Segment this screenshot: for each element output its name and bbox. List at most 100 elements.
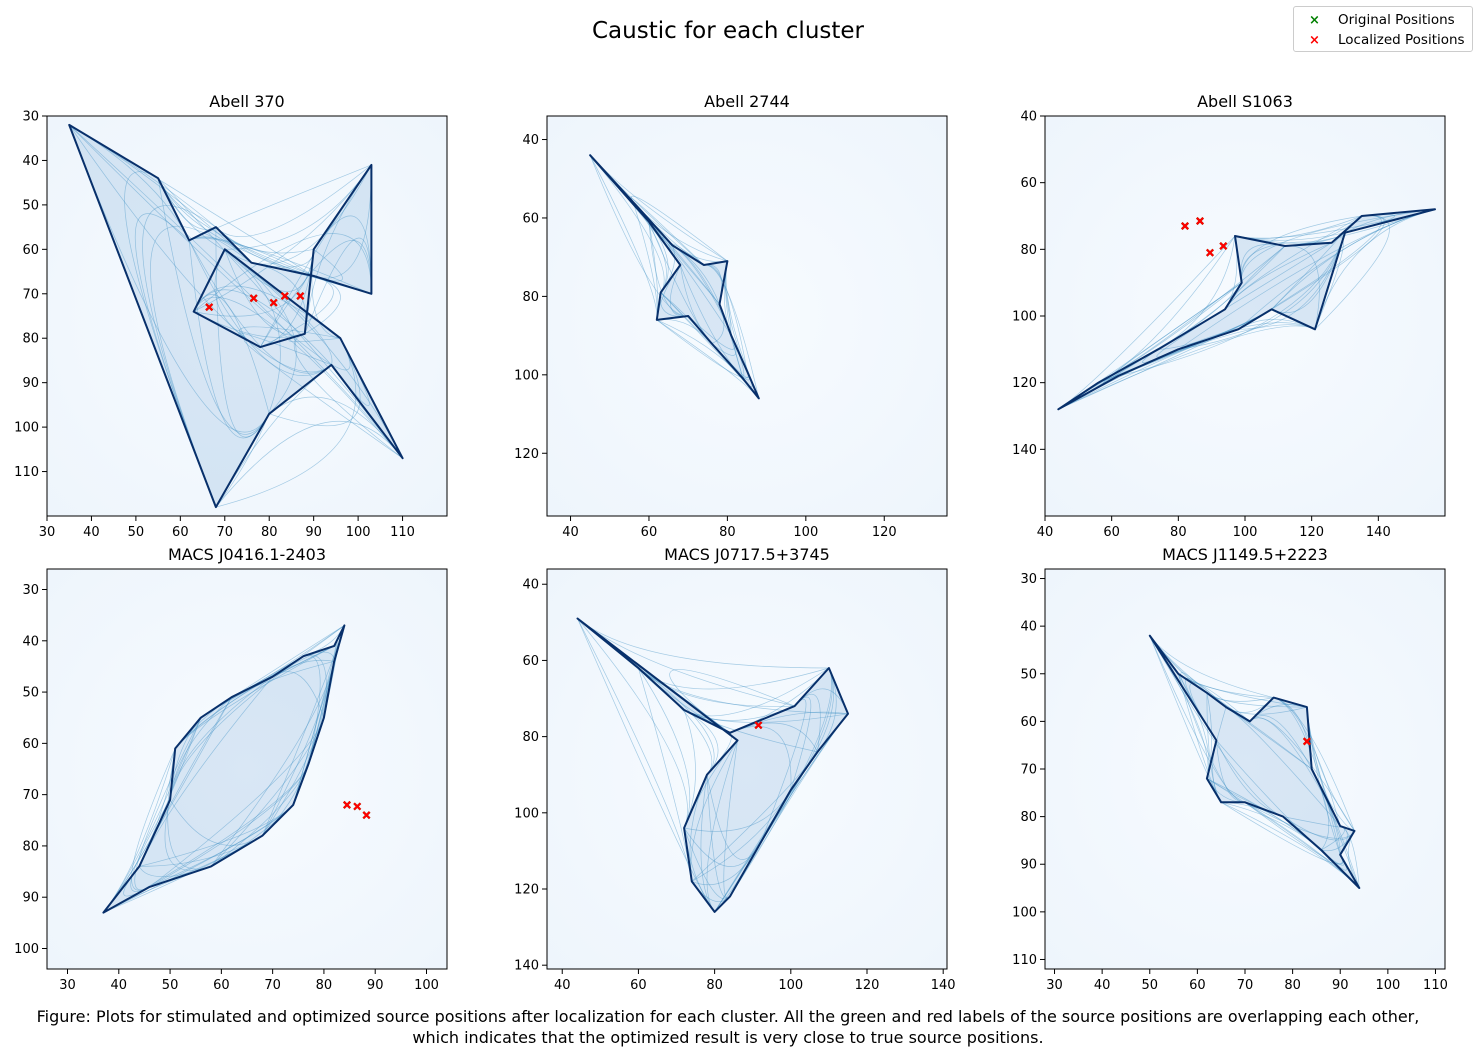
- caustic-strand: [1058, 325, 1316, 410]
- x-tick-label: 40: [1037, 525, 1054, 540]
- subplot-5: MACS J0717.5+3745 40 60 80 100 120 140 40 60 80 10…: [514, 545, 955, 993]
- legend: × Original Positions × Localized Positio…: [1293, 6, 1473, 52]
- caustic-strand: [215, 227, 270, 438]
- caustic-strand: [188, 240, 270, 439]
- x-tick-label: 80: [1284, 978, 1301, 993]
- x-tick-label: 90: [367, 978, 384, 993]
- y-tick-label: 40: [522, 578, 539, 593]
- caustic-strand: [215, 249, 281, 508]
- caustic-strand: [149, 717, 325, 888]
- caustic-fill: [1149, 635, 1360, 888]
- x-tick-label: 30: [39, 525, 56, 540]
- caustic-strand: [167, 748, 212, 870]
- localized-position-marker: [1219, 242, 1228, 250]
- x-tick-label: 30: [59, 978, 76, 993]
- y-tick-label: 60: [22, 737, 39, 752]
- caustic-strand: [169, 676, 273, 800]
- subplot-title: MACS J1149.5+2223: [1162, 545, 1328, 564]
- caustic-outline: [102, 624, 346, 914]
- localized-position-marker: [353, 802, 362, 811]
- subplot-title: MACS J0717.5+3745: [664, 545, 830, 564]
- caustic-strand: [210, 661, 335, 867]
- caustic-strand: [142, 205, 217, 508]
- x-tick-label: 50: [128, 525, 145, 540]
- x-tick-label: 80: [316, 978, 333, 993]
- caustic-strand: [683, 827, 731, 900]
- localized-position-marker: [205, 303, 214, 312]
- x-tick-label: 80: [706, 978, 723, 993]
- caustic-strand: [193, 294, 270, 414]
- subplot-title: Abell S1063: [1197, 92, 1293, 111]
- y-tick-label: 40: [1020, 110, 1037, 125]
- caustic-strand: [193, 249, 315, 317]
- caustic-outline: [1057, 208, 1436, 411]
- caustic-strand: [193, 289, 332, 366]
- plot-background: [1045, 569, 1445, 969]
- caustic-web: [1148, 634, 1361, 889]
- caustic-strand: [1149, 635, 1246, 803]
- caustic-outline: [1148, 634, 1361, 889]
- caustic-strand: [648, 221, 689, 317]
- caustic-web: [576, 617, 849, 913]
- caustic-outline: [68, 123, 404, 509]
- caustic-strand: [759, 699, 807, 844]
- caption-line-1: Figure: Plots for stimulated and optimiz…: [36, 1007, 1420, 1026]
- caustic-strand: [1284, 245, 1320, 330]
- caustic-strand: [224, 249, 305, 336]
- y-tick-label: 100: [514, 806, 539, 821]
- y-tick-label: 80: [22, 839, 39, 854]
- y-tick-label: 50: [1020, 667, 1037, 682]
- caustic-strand: [224, 249, 297, 415]
- y-tick-label: 70: [22, 287, 39, 302]
- caustic-strand: [149, 763, 309, 888]
- y-tick-label: 140: [514, 959, 539, 974]
- y-tick-label: 30: [1020, 572, 1037, 587]
- y-tick-label: 60: [22, 243, 39, 258]
- caustic-strand: [638, 667, 715, 775]
- caustic-strand: [703, 264, 760, 399]
- x-tick-label: 30: [1046, 978, 1063, 993]
- y-tick-label: 120: [1012, 376, 1037, 391]
- caustic-strand: [729, 667, 832, 897]
- x-tick-label: 40: [554, 978, 571, 993]
- plot-background: [47, 569, 447, 969]
- plot-frame: [46, 115, 448, 517]
- caustic-web: [102, 624, 346, 914]
- x-tick-label: 70: [217, 525, 234, 540]
- caustic-outline: [589, 154, 760, 400]
- caustic-strand: [577, 618, 693, 882]
- caustic-strand: [638, 667, 849, 715]
- caustic-strand: [215, 338, 357, 508]
- x-tick-label: 80: [261, 525, 278, 540]
- caustic-web: [68, 123, 404, 509]
- green-x-marker-icon: ×: [1309, 12, 1320, 28]
- caustic-strand: [193, 285, 341, 339]
- x-tick-label: 50: [1141, 978, 1158, 993]
- x-tick-label: 90: [305, 525, 322, 540]
- caustic-strand: [577, 618, 829, 669]
- y-tick-label: 60: [522, 211, 539, 226]
- y-tick-label: 30: [22, 110, 39, 125]
- localized-position-marker: [1196, 217, 1204, 225]
- subplot-title: MACS J0416.1-2403: [168, 545, 326, 564]
- x-tick-label: 100: [793, 525, 818, 540]
- caustic-strand: [1221, 802, 1343, 865]
- subplot-2: Abell 2744 40 60 80 100 120 40 60 80 100 120: [514, 92, 948, 540]
- caustic-strand: [1177, 673, 1246, 803]
- plot-frame: [546, 115, 948, 517]
- caustic-strand: [1118, 232, 1346, 377]
- caustic-strand: [638, 667, 795, 707]
- x-tick-label: 90: [1332, 978, 1349, 993]
- caustic-strand: [669, 669, 795, 741]
- x-tick-label: 60: [641, 525, 658, 540]
- plot-background: [547, 569, 947, 969]
- subplot-4: MACS J0416.1-2403 30 40 50 60 70 80 90 100 30 40 50…: [14, 545, 448, 993]
- caustic-strand: [193, 233, 372, 312]
- caustic-fill: [590, 155, 759, 399]
- caustic-strand: [157, 178, 270, 435]
- localized-position-marker: [1206, 248, 1214, 257]
- caustic-strand: [224, 164, 372, 250]
- x-tick-label: 100: [1375, 978, 1400, 993]
- y-tick-label: 90: [22, 891, 39, 906]
- y-tick-label: 90: [1020, 858, 1037, 873]
